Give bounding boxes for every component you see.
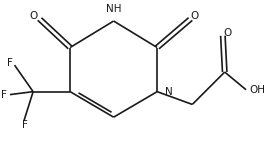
Text: O: O: [29, 11, 38, 21]
Text: F: F: [1, 90, 7, 100]
Text: OH: OH: [250, 85, 266, 95]
Text: O: O: [224, 28, 232, 38]
Text: F: F: [7, 58, 13, 68]
Text: NH: NH: [106, 4, 121, 14]
Text: O: O: [190, 11, 198, 21]
Text: F: F: [22, 120, 28, 130]
Text: N: N: [165, 87, 172, 97]
